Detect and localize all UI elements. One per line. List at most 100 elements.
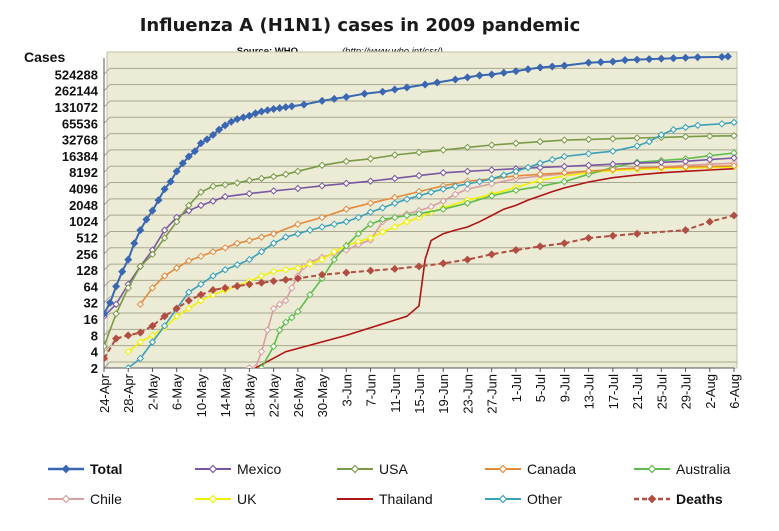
data-point — [366, 177, 375, 185]
data-point — [439, 185, 447, 193]
data-point — [288, 313, 296, 322]
data-point — [657, 54, 666, 63]
data-point — [645, 55, 654, 64]
series-line-mexico — [104, 157, 735, 317]
data-point — [499, 68, 508, 77]
data-point — [633, 55, 642, 64]
data-point — [391, 223, 399, 231]
data-point — [209, 285, 218, 294]
data-point — [148, 250, 157, 259]
x-tick-label: 27-Jun — [485, 374, 500, 414]
data-point — [148, 321, 157, 330]
data-point — [318, 255, 326, 264]
data-point — [730, 162, 738, 170]
data-point — [112, 310, 120, 318]
data-point — [366, 220, 375, 228]
x-tick-label: 29-Jul — [679, 374, 694, 410]
data-point — [342, 157, 351, 166]
data-point — [536, 159, 544, 167]
data-point — [299, 100, 308, 109]
data-point — [221, 283, 230, 292]
data-point — [197, 201, 205, 210]
data-point — [124, 255, 133, 264]
data-point — [185, 304, 193, 313]
data-point — [112, 334, 121, 343]
data-point — [136, 328, 145, 337]
data-point — [209, 182, 217, 191]
data-point — [318, 182, 326, 190]
legend-marker — [350, 464, 360, 474]
data-point — [172, 218, 181, 226]
data-point — [197, 296, 205, 305]
grid-diag — [103, 165, 111, 173]
legend-label: Total — [90, 461, 122, 477]
data-point — [608, 231, 617, 240]
y-tick-label: 16 — [84, 312, 98, 327]
data-point — [185, 201, 193, 210]
data-point — [403, 218, 411, 226]
grid-diag — [103, 361, 111, 369]
data-point — [475, 177, 484, 186]
data-point — [293, 274, 302, 283]
data-point — [354, 230, 363, 238]
data-point — [390, 264, 399, 273]
y-tick-label: 4096 — [69, 182, 98, 197]
grid-diag — [103, 263, 111, 271]
data-point — [306, 291, 314, 299]
data-point — [415, 192, 423, 200]
data-point — [245, 280, 254, 289]
data-point — [718, 120, 726, 128]
data-point — [197, 280, 205, 289]
data-point — [209, 291, 217, 299]
data-point — [596, 58, 605, 67]
data-point — [233, 115, 242, 124]
data-point — [609, 160, 617, 168]
data-point — [584, 149, 593, 158]
x-tick-label: 11-Jun — [388, 374, 403, 413]
legend-label: Deaths — [676, 491, 723, 507]
data-point — [633, 164, 641, 172]
data-point — [657, 131, 666, 139]
data-point — [209, 197, 217, 205]
data-point — [451, 75, 460, 84]
data-point — [190, 147, 199, 156]
data-point — [287, 102, 296, 111]
data-point — [705, 217, 714, 226]
data-point — [608, 57, 617, 66]
data-point — [433, 78, 442, 87]
legend-label: Other — [527, 491, 562, 507]
data-point — [463, 180, 472, 188]
data-point — [318, 223, 326, 231]
data-point — [160, 272, 169, 280]
series-line-thailand — [253, 167, 735, 368]
data-point — [391, 151, 399, 159]
data-point — [221, 181, 229, 189]
data-point — [584, 234, 593, 243]
legend-label: Mexico — [237, 461, 282, 477]
data-point — [463, 185, 472, 193]
data-point — [136, 354, 145, 363]
data-point — [415, 210, 423, 218]
data-point — [306, 260, 314, 268]
legend-label: Thailand — [379, 491, 433, 507]
y-axis-label: Cases — [24, 49, 65, 65]
grid-diag — [103, 296, 111, 304]
data-point — [402, 83, 411, 92]
data-point — [451, 190, 460, 199]
legend-marker — [61, 464, 71, 474]
data-point — [366, 199, 375, 207]
data-point — [342, 179, 351, 188]
legend-item-canada: Canada — [485, 461, 576, 477]
legend-marker — [498, 464, 508, 474]
legend-marker — [647, 494, 657, 504]
data-point — [560, 152, 569, 161]
data-point — [282, 266, 290, 274]
data-point — [130, 239, 139, 248]
y-tick-label: 32 — [84, 296, 98, 311]
data-point — [318, 270, 327, 279]
data-point — [463, 199, 472, 207]
data-point — [633, 229, 642, 238]
data-point — [282, 318, 290, 326]
data-point — [706, 162, 714, 171]
data-point — [487, 175, 496, 183]
